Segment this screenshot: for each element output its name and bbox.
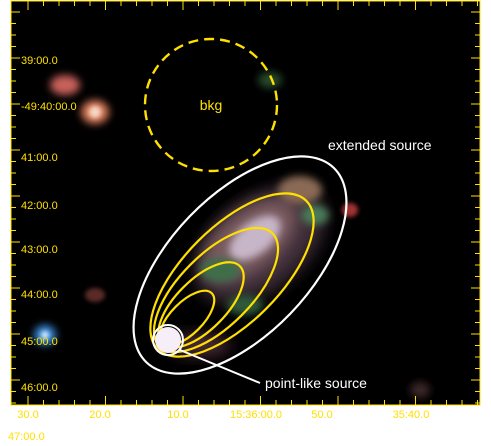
- point-source-region: [152, 324, 184, 356]
- ra-tick-label: 30.0: [17, 409, 38, 421]
- dec-tick-label: 42:00.0: [21, 200, 58, 212]
- ra-tick-label: 50.0: [311, 409, 332, 421]
- ra-tick-label: 15:36:00.0: [230, 409, 282, 421]
- ra-axis: 30.0 20.0 10.0 15:36:00.0 50.0 35:40.0 4…: [8, 1, 478, 443]
- point-source-label: point-like source: [265, 375, 367, 391]
- dec-tick-label: 45:00.0: [21, 336, 58, 348]
- ra-tick-label: 10.0: [167, 409, 188, 421]
- dec-tick-label: 44:00.0: [21, 289, 58, 301]
- ra-tick-label: 20.0: [89, 409, 110, 421]
- background-region-label: bkg: [200, 97, 223, 113]
- dec-tick-label: 41:00.0: [21, 152, 58, 164]
- background-region-circle: [143, 37, 279, 173]
- dec-tick-label: 43:00.0: [21, 244, 58, 256]
- dec-axis: 39:00.0 -49:40:00.0 41:00.0 42:00.0 43:0…: [11, 11, 480, 404]
- dec-tick-label: 39:00.0: [21, 55, 58, 67]
- extended-source-region: [132, 155, 348, 375]
- stars: [34, 75, 109, 345]
- point-source-core: [155, 327, 181, 353]
- extended-source-label: extended source: [328, 137, 432, 153]
- dec-tick-label: 46:00.0: [21, 382, 58, 394]
- contour-level-1: [149, 192, 315, 358]
- point-source-pointer: [179, 349, 261, 384]
- dec-tick-label: -49:40:00.0: [21, 101, 77, 113]
- ra-partial-label: 47:00.0: [8, 431, 45, 443]
- ra-tick-label: 35:40.0: [393, 409, 430, 421]
